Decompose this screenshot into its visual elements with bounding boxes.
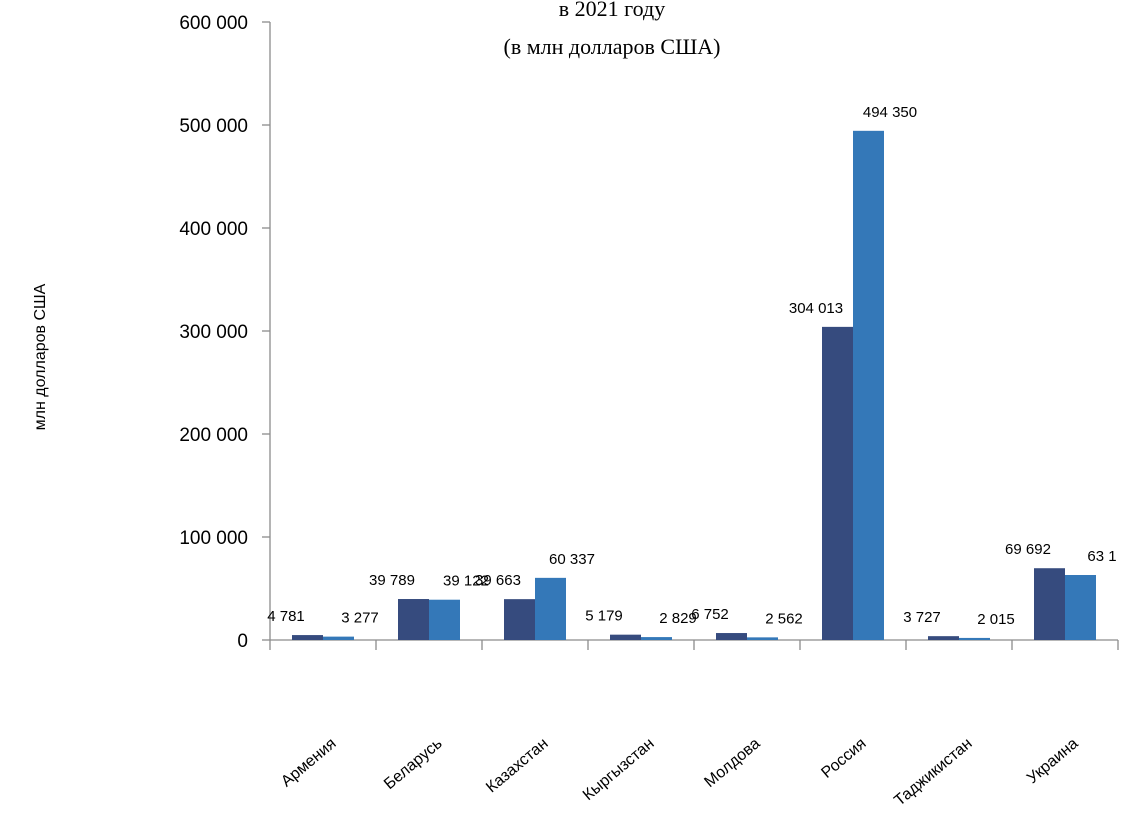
bars — [292, 130, 1096, 640]
y-axis: 0 100 000 200 000 300 000 400 000 500 000 600 … — [179, 13, 271, 652]
data-label: 3 277 — [341, 610, 379, 627]
data-label: 494 350 — [863, 104, 917, 121]
bar — [641, 637, 672, 640]
bar — [398, 599, 429, 640]
category-label: Молдова — [701, 735, 763, 791]
category-label: Украина — [1024, 735, 1082, 787]
data-label: 69 692 — [1005, 541, 1051, 558]
bar — [429, 599, 460, 640]
y-tick-label: 500 000 — [179, 116, 248, 137]
bar — [535, 577, 566, 640]
category-label: Россия — [818, 735, 869, 782]
data-label: 304 013 — [789, 300, 843, 317]
bar — [959, 637, 990, 640]
data-label: 39 789 — [369, 572, 415, 589]
category-label: Беларусь — [381, 735, 446, 793]
y-tick-label: 200 000 — [179, 425, 248, 446]
bar — [323, 636, 354, 640]
category-label: Кыргызстан — [580, 735, 658, 804]
data-label: 2 829 — [659, 610, 697, 627]
y-tick-label: 100 000 — [179, 528, 248, 549]
category-labels: Армения Беларусь Казахстан Кыргызстан Молдов… — [278, 735, 1081, 810]
bar — [504, 599, 535, 640]
chart-title-line: (в млн долларов США) — [504, 34, 721, 59]
y-tick-label: 0 — [237, 631, 248, 652]
category-label: Армения — [278, 735, 339, 790]
y-axis-label: млн долларов США — [32, 283, 49, 430]
data-label: 3 727 — [903, 609, 941, 626]
bar — [928, 636, 959, 640]
y-tick-label: 300 000 — [179, 322, 248, 343]
bar — [716, 633, 747, 640]
bar — [853, 130, 884, 640]
data-label: 2 015 — [977, 611, 1015, 628]
category-label: Таджикистан — [891, 735, 975, 810]
data-label: 2 562 — [765, 610, 803, 627]
data-label: 4 781 — [267, 608, 305, 625]
data-label: 5 179 — [585, 608, 623, 625]
data-label: 39 663 — [475, 572, 521, 589]
bar — [1034, 568, 1065, 640]
bar — [822, 326, 853, 640]
x-axis — [269, 639, 1119, 650]
chart-title-line: в 2021 году — [559, 0, 665, 21]
data-label: 63 1 — [1087, 548, 1116, 565]
data-label: 60 337 — [549, 551, 595, 568]
bar — [747, 637, 778, 640]
category-label: Казахстан — [483, 735, 551, 796]
data-label: 39 122 — [443, 573, 489, 590]
y-tick-label: 600 000 — [179, 13, 248, 34]
bar — [292, 635, 323, 640]
y-tick-label: 400 000 — [179, 219, 248, 240]
bar — [1065, 575, 1096, 640]
chart-title: в 2021 году (в млн долларов США) — [504, 0, 721, 59]
data-label: 6 752 — [691, 606, 729, 623]
bar — [610, 634, 641, 640]
